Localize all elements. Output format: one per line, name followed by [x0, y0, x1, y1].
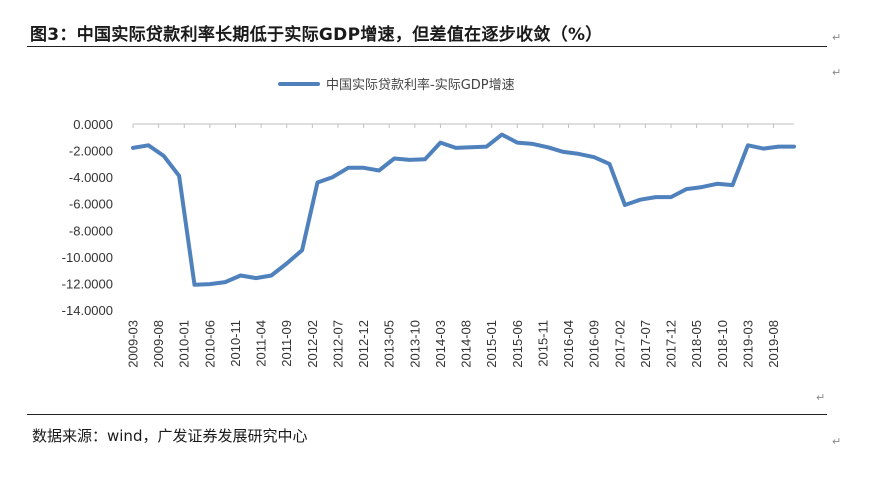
- data-point: [255, 277, 257, 279]
- x-tick-label: 2015-11: [535, 320, 550, 367]
- data-point: [178, 175, 180, 177]
- data-point: [239, 274, 242, 277]
- data-point: [731, 184, 734, 186]
- plot-area: [131, 132, 796, 287]
- y-tick-label: -2.0000: [69, 144, 113, 159]
- data-point: [685, 188, 688, 190]
- data-point: [654, 196, 657, 198]
- data-point: [608, 163, 611, 165]
- data-point: [393, 157, 396, 160]
- x-tick-label: 2012-12: [356, 320, 371, 368]
- data-point: [316, 181, 319, 184]
- figure-title: 图3：中国实际贷款利率长期低于实际GDP增速，但差值在逐步收敛（%）: [30, 25, 603, 45]
- x-tick-label: 2016-04: [561, 320, 576, 368]
- x-tick-label: 2018-10: [715, 320, 730, 368]
- data-point: [777, 145, 780, 148]
- data-point: [762, 147, 765, 150]
- data-point: [577, 153, 580, 155]
- x-axis: 2009-03 2009-08 2010-01 2010-06 2010-11 2011-…: [126, 124, 781, 368]
- x-tick-label: 2017-12: [664, 320, 679, 368]
- x-tick-label: 2010-06: [202, 320, 217, 368]
- x-tick-label: 2013-10: [407, 320, 422, 368]
- data-point: [547, 146, 549, 149]
- y-tick-label: -14.0000: [62, 303, 113, 318]
- paragraph-mark: ↵: [832, 66, 842, 79]
- series-line: [131, 132, 796, 287]
- x-tick-label: 2019-08: [766, 320, 781, 368]
- y-axis: 0.0000 -2.0000 -4.0000 -6.0000 -8.0000 -10.00…: [62, 117, 113, 318]
- x-tick-label: 2009-03: [126, 320, 141, 368]
- data-point: [455, 147, 457, 149]
- data-point: [301, 249, 303, 252]
- x-tick-label: 2009-08: [151, 320, 166, 368]
- x-tick-label: 2014-08: [459, 320, 474, 368]
- source-rule: [27, 414, 827, 415]
- x-tick-label: 2017-02: [612, 320, 627, 368]
- data-point: [485, 145, 488, 148]
- data-point: [378, 169, 380, 172]
- data-point: [593, 156, 595, 159]
- data-point: [516, 141, 519, 144]
- data-point: [347, 167, 350, 169]
- x-tick-label: 2010-01: [177, 320, 192, 368]
- data-point: [162, 155, 165, 157]
- y-tick-label: -4.0000: [69, 170, 113, 185]
- title-rule: [27, 46, 827, 47]
- data-point: [362, 167, 365, 169]
- paragraph-mark: ↵: [816, 391, 826, 404]
- x-tick-label: 2015-06: [510, 320, 525, 368]
- x-tick-label: 2014-03: [433, 320, 448, 368]
- x-tick-label: 2011-09: [279, 320, 294, 367]
- data-point: [470, 146, 472, 149]
- y-tick-label: -8.0000: [69, 223, 113, 238]
- data-point: [193, 283, 196, 286]
- data-point: [747, 144, 749, 147]
- data-point: [793, 145, 795, 148]
- x-tick-label: 2011-04: [254, 320, 269, 367]
- source-note: 数据来源：wind，广发证券发展研究中心: [32, 427, 308, 445]
- data-point: [439, 141, 442, 144]
- data-point: [531, 143, 534, 145]
- data-point: [716, 182, 718, 185]
- data-point: [424, 158, 426, 161]
- data-point: [624, 204, 626, 206]
- y-tick-label: -6.0000: [69, 197, 113, 212]
- data-point: [700, 186, 703, 188]
- x-tick-label: 2017-07: [638, 320, 653, 368]
- paragraph-mark: ↵: [832, 31, 842, 44]
- data-point: [408, 159, 411, 161]
- data-point: [501, 133, 503, 136]
- x-tick-label: 2019-03: [740, 320, 755, 368]
- x-tick-label: 2013-05: [382, 320, 397, 368]
- data-point: [209, 283, 211, 285]
- data-point: [670, 196, 672, 198]
- y-tick-label: 0.0000: [73, 117, 113, 132]
- data-point: [132, 147, 134, 149]
- paragraph-mark: ↵: [832, 435, 842, 448]
- x-tick-label: 2012-02: [305, 320, 320, 368]
- data-point: [147, 144, 150, 147]
- y-tick-label: -10.0000: [62, 250, 113, 265]
- legend-label: 中国实际贷款利率-实际GDP增速: [326, 77, 515, 93]
- data-point: [224, 281, 227, 283]
- x-tick-label: 2012-07: [330, 320, 345, 368]
- data-point: [639, 198, 642, 201]
- data-point: [562, 151, 565, 153]
- x-tick-label: 2016-09: [587, 320, 602, 368]
- chart-legend: 中国实际贷款利率-实际GDP增速: [278, 77, 515, 93]
- data-point: [332, 176, 334, 178]
- x-tick-label: 2015-01: [484, 320, 499, 368]
- data-point: [285, 262, 288, 265]
- data-point: [270, 274, 273, 277]
- x-tick-label: 2018-05: [689, 320, 704, 368]
- y-tick-label: -12.0000: [62, 276, 113, 291]
- x-tick-label: 2010-11: [228, 320, 243, 367]
